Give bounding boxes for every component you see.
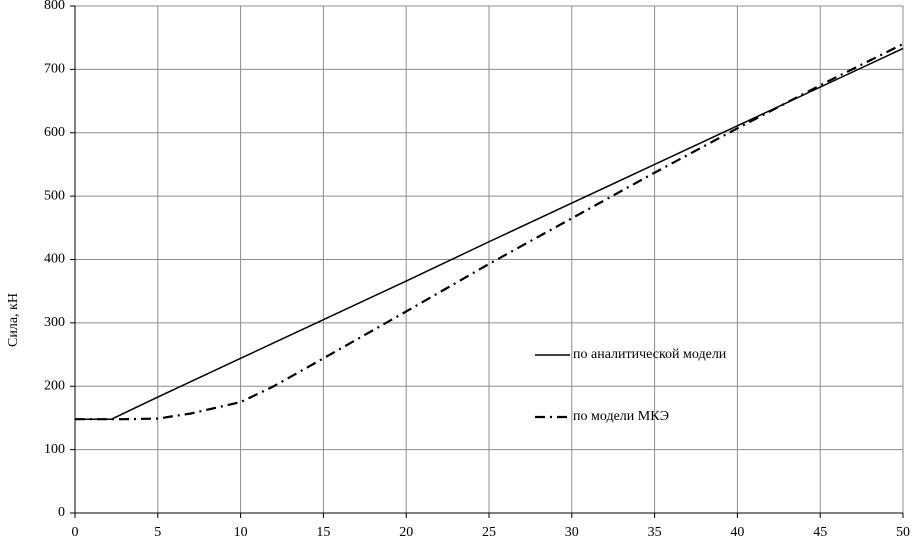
legend-label: по модели МКЭ (573, 409, 669, 424)
x-tick-label: 45 (813, 525, 827, 540)
x-tick-label: 40 (730, 525, 744, 540)
y-axis-label: Сила, кН (6, 293, 21, 347)
x-tick-label: 5 (154, 525, 161, 540)
y-tick-label: 400 (44, 252, 65, 267)
y-tick-label: 500 (44, 188, 65, 203)
x-tick-label: 25 (482, 525, 496, 540)
y-tick-label: 600 (44, 125, 65, 140)
x-tick-label: 15 (316, 525, 330, 540)
data-line (75, 47, 904, 420)
y-tick-label: 300 (44, 315, 65, 330)
data-line (75, 43, 904, 421)
x-tick-label: 35 (648, 525, 662, 540)
y-tick-label: 100 (44, 442, 65, 457)
y-tick-label: 800 (44, 0, 65, 13)
x-tick-label: 20 (399, 525, 413, 540)
x-tick-label: 30 (565, 525, 579, 540)
y-tick-label: 0 (58, 505, 65, 520)
y-tick-label: 200 (44, 378, 65, 393)
legend-label: по аналитической модели (573, 347, 727, 362)
x-tick-label: 50 (896, 525, 910, 540)
x-tick-label: 10 (234, 525, 248, 540)
x-tick-label: 0 (72, 525, 79, 540)
y-tick-label: 700 (44, 62, 65, 77)
